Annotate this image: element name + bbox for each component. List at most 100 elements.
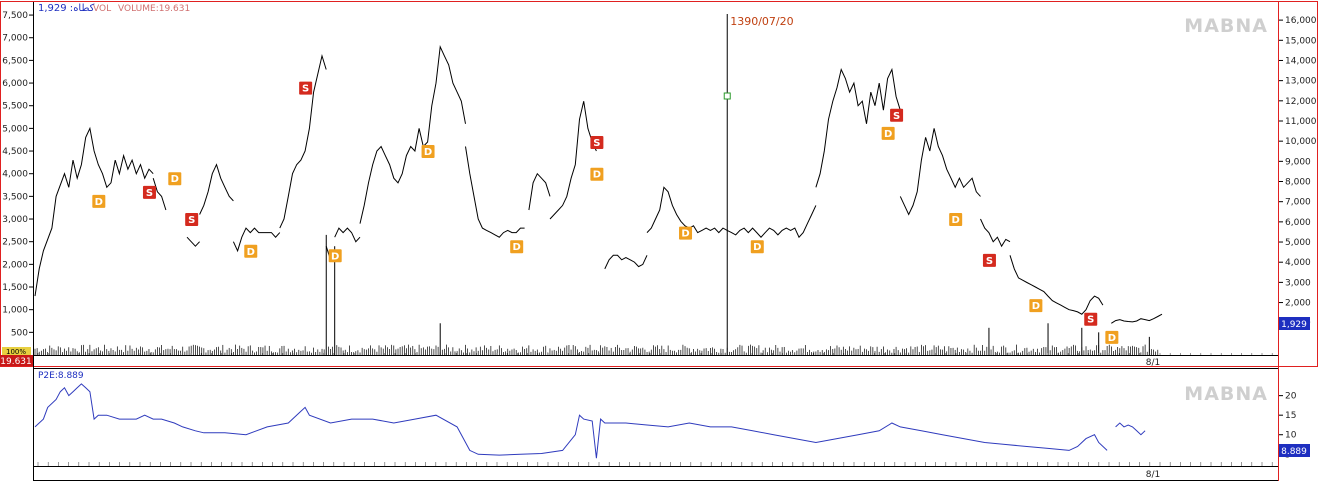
- signal-letter: S: [146, 188, 153, 199]
- right-price-tag: 1,929: [1281, 320, 1307, 330]
- dividend-signal-marker: D: [1029, 299, 1043, 313]
- signal-box: [890, 108, 904, 122]
- right-tick-label: 2,000: [1285, 299, 1311, 309]
- price-panel-frame: [0, 1, 1318, 367]
- dividend-signal-marker: D: [328, 249, 342, 263]
- left-tick-label: 2,000: [2, 260, 28, 270]
- price-line-segment: [465, 146, 525, 238]
- signal-letter: D: [247, 247, 255, 258]
- sell-signal-marker: S: [142, 185, 156, 199]
- time-minor-ticks: [37, 353, 1273, 466]
- right-indicator-tag: 8.889: [1281, 447, 1307, 457]
- right-tick-label: 16,000: [1285, 16, 1317, 26]
- signal-box: [949, 213, 963, 227]
- price-line-segment: [1009, 255, 1104, 315]
- dividend-signal-marker: D: [244, 244, 258, 258]
- signal-letter: S: [893, 111, 900, 122]
- signal-box: [421, 145, 435, 159]
- indicator-panel-frame: [33, 368, 1279, 481]
- dividend-signal-marker: D: [421, 145, 435, 159]
- signal-letter: D: [171, 174, 179, 185]
- dividend-signal-marker: D: [590, 167, 604, 181]
- dividend-signal-marker: D: [1105, 330, 1119, 344]
- price-line-segment: [899, 128, 981, 216]
- signal-letter: D: [513, 242, 521, 253]
- left-tick-label: 6,500: [2, 56, 28, 66]
- left-tick-label: 3,000: [2, 215, 28, 225]
- left-tick-label: 3,500: [2, 192, 28, 202]
- signal-box: [1105, 330, 1119, 344]
- left-tick-label: 1,000: [2, 306, 28, 316]
- left-tick-label: 4,500: [2, 147, 28, 157]
- right-tick-label: 8,000: [1285, 178, 1311, 188]
- left-tick-label: 5,500: [2, 102, 28, 112]
- right-tick-label: 3,000: [1285, 278, 1311, 288]
- indicator-legend: P2E:8.889: [38, 371, 84, 381]
- dividend-signal-marker: D: [881, 126, 895, 140]
- signal-box: [750, 240, 764, 254]
- right-tick-label: 14,000: [1285, 56, 1317, 66]
- signal-letter: S: [188, 215, 195, 226]
- signal-box: [168, 172, 182, 186]
- sell-signal-marker: S: [185, 213, 199, 227]
- right-tick-label: 5,000: [1285, 238, 1311, 248]
- signal-box: [982, 253, 996, 267]
- dividend-signal-marker: D: [750, 240, 764, 254]
- dividend-signal-marker: D: [92, 194, 106, 208]
- signal-letter: S: [1087, 315, 1094, 326]
- dividend-signal-marker: D: [168, 172, 182, 186]
- left-tick-label: 7,000: [2, 34, 28, 44]
- signal-letter: D: [884, 129, 892, 140]
- price-line-segment: [359, 44, 466, 224]
- right-tick-label: 12,000: [1285, 97, 1317, 107]
- right-indicator-tag-bg: [1279, 444, 1310, 457]
- signal-box: [679, 226, 693, 240]
- signal-box: [881, 126, 895, 140]
- volume-bars: [34, 234, 1159, 355]
- watermark-bottom: MABNA: [1184, 383, 1268, 405]
- signal-box: [244, 244, 258, 258]
- price-line-segment: [152, 178, 167, 211]
- left-tick-label: 7,500: [2, 11, 28, 21]
- price-line-segment: [1111, 313, 1163, 324]
- crosshair-date-label: 1390/07/20: [730, 15, 793, 28]
- crosshair-handle[interactable]: [723, 92, 731, 100]
- signal-box: [510, 240, 524, 254]
- right-tick-label: 6,000: [1285, 218, 1311, 228]
- signal-box: [185, 213, 199, 227]
- signal-box: [590, 135, 604, 149]
- indicator-tick-label: 20: [1285, 392, 1297, 402]
- signal-letter: D: [681, 229, 689, 240]
- left-tick-label: 2,500: [2, 238, 28, 248]
- dividend-signal-marker: D: [510, 240, 524, 254]
- x-tick-label-lower: 8/1: [1146, 470, 1160, 480]
- price-line-segment: [199, 163, 234, 215]
- signal-box: [92, 194, 106, 208]
- price-series: [34, 44, 1163, 324]
- left-volume-tag-bg: [0, 355, 33, 366]
- sell-signal-marker: S: [299, 81, 313, 95]
- left-tick-label: 5,000: [2, 124, 28, 134]
- signal-box: [1084, 312, 1098, 326]
- signal-box: [328, 249, 342, 263]
- right-tick-label: 13,000: [1285, 77, 1317, 87]
- p2e-series: [34, 383, 1146, 459]
- legend-symbol: 1,929 :کطاه: [38, 3, 95, 14]
- sell-signal-marker: S: [890, 108, 904, 122]
- x-tick-label: 8/1: [1146, 358, 1160, 368]
- indicator-tick-label: 15: [1285, 411, 1296, 421]
- left-tick-label: 6,000: [2, 79, 28, 89]
- price-line-segment: [646, 186, 817, 239]
- price-line-segment: [34, 126, 154, 297]
- right-price-tag-bg: [1279, 317, 1310, 330]
- signal-letter: D: [331, 251, 339, 262]
- right-tick-label: 11,000: [1285, 117, 1317, 127]
- sell-signal-marker: S: [982, 253, 996, 267]
- dividend-signal-marker: D: [679, 226, 693, 240]
- signal-letter: S: [986, 256, 993, 267]
- price-line-segment: [334, 227, 361, 243]
- price-line-segment: [232, 227, 281, 253]
- left-volume-small: 100%: [6, 348, 26, 356]
- dividend-signal-marker: D: [949, 213, 963, 227]
